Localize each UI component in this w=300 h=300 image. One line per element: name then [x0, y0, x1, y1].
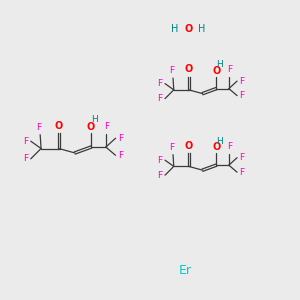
Text: F: F	[239, 153, 244, 162]
Text: O: O	[55, 121, 63, 130]
Text: F: F	[239, 76, 244, 85]
Text: F: F	[227, 142, 232, 151]
Text: F: F	[158, 94, 163, 103]
Text: F: F	[118, 134, 123, 143]
Text: Er: Er	[179, 264, 192, 277]
Text: H: H	[171, 24, 179, 34]
Text: F: F	[169, 66, 174, 75]
Text: H: H	[216, 60, 223, 69]
Text: F: F	[227, 65, 232, 74]
Text: F: F	[158, 171, 163, 180]
Text: F: F	[158, 156, 163, 165]
Text: F: F	[239, 91, 244, 100]
Text: O: O	[185, 64, 193, 74]
Text: H: H	[198, 24, 205, 34]
Text: H: H	[92, 116, 98, 124]
Text: F: F	[118, 151, 123, 160]
Text: O: O	[212, 66, 220, 76]
Text: H: H	[216, 137, 223, 146]
Text: F: F	[169, 143, 174, 152]
Text: O: O	[87, 122, 95, 132]
Text: O: O	[184, 24, 192, 34]
Text: O: O	[212, 142, 220, 152]
Text: F: F	[23, 137, 28, 146]
Text: F: F	[36, 123, 41, 132]
Text: F: F	[239, 168, 244, 177]
Text: O: O	[185, 141, 193, 151]
Text: F: F	[158, 79, 163, 88]
Text: F: F	[23, 154, 28, 163]
Text: F: F	[104, 122, 109, 131]
